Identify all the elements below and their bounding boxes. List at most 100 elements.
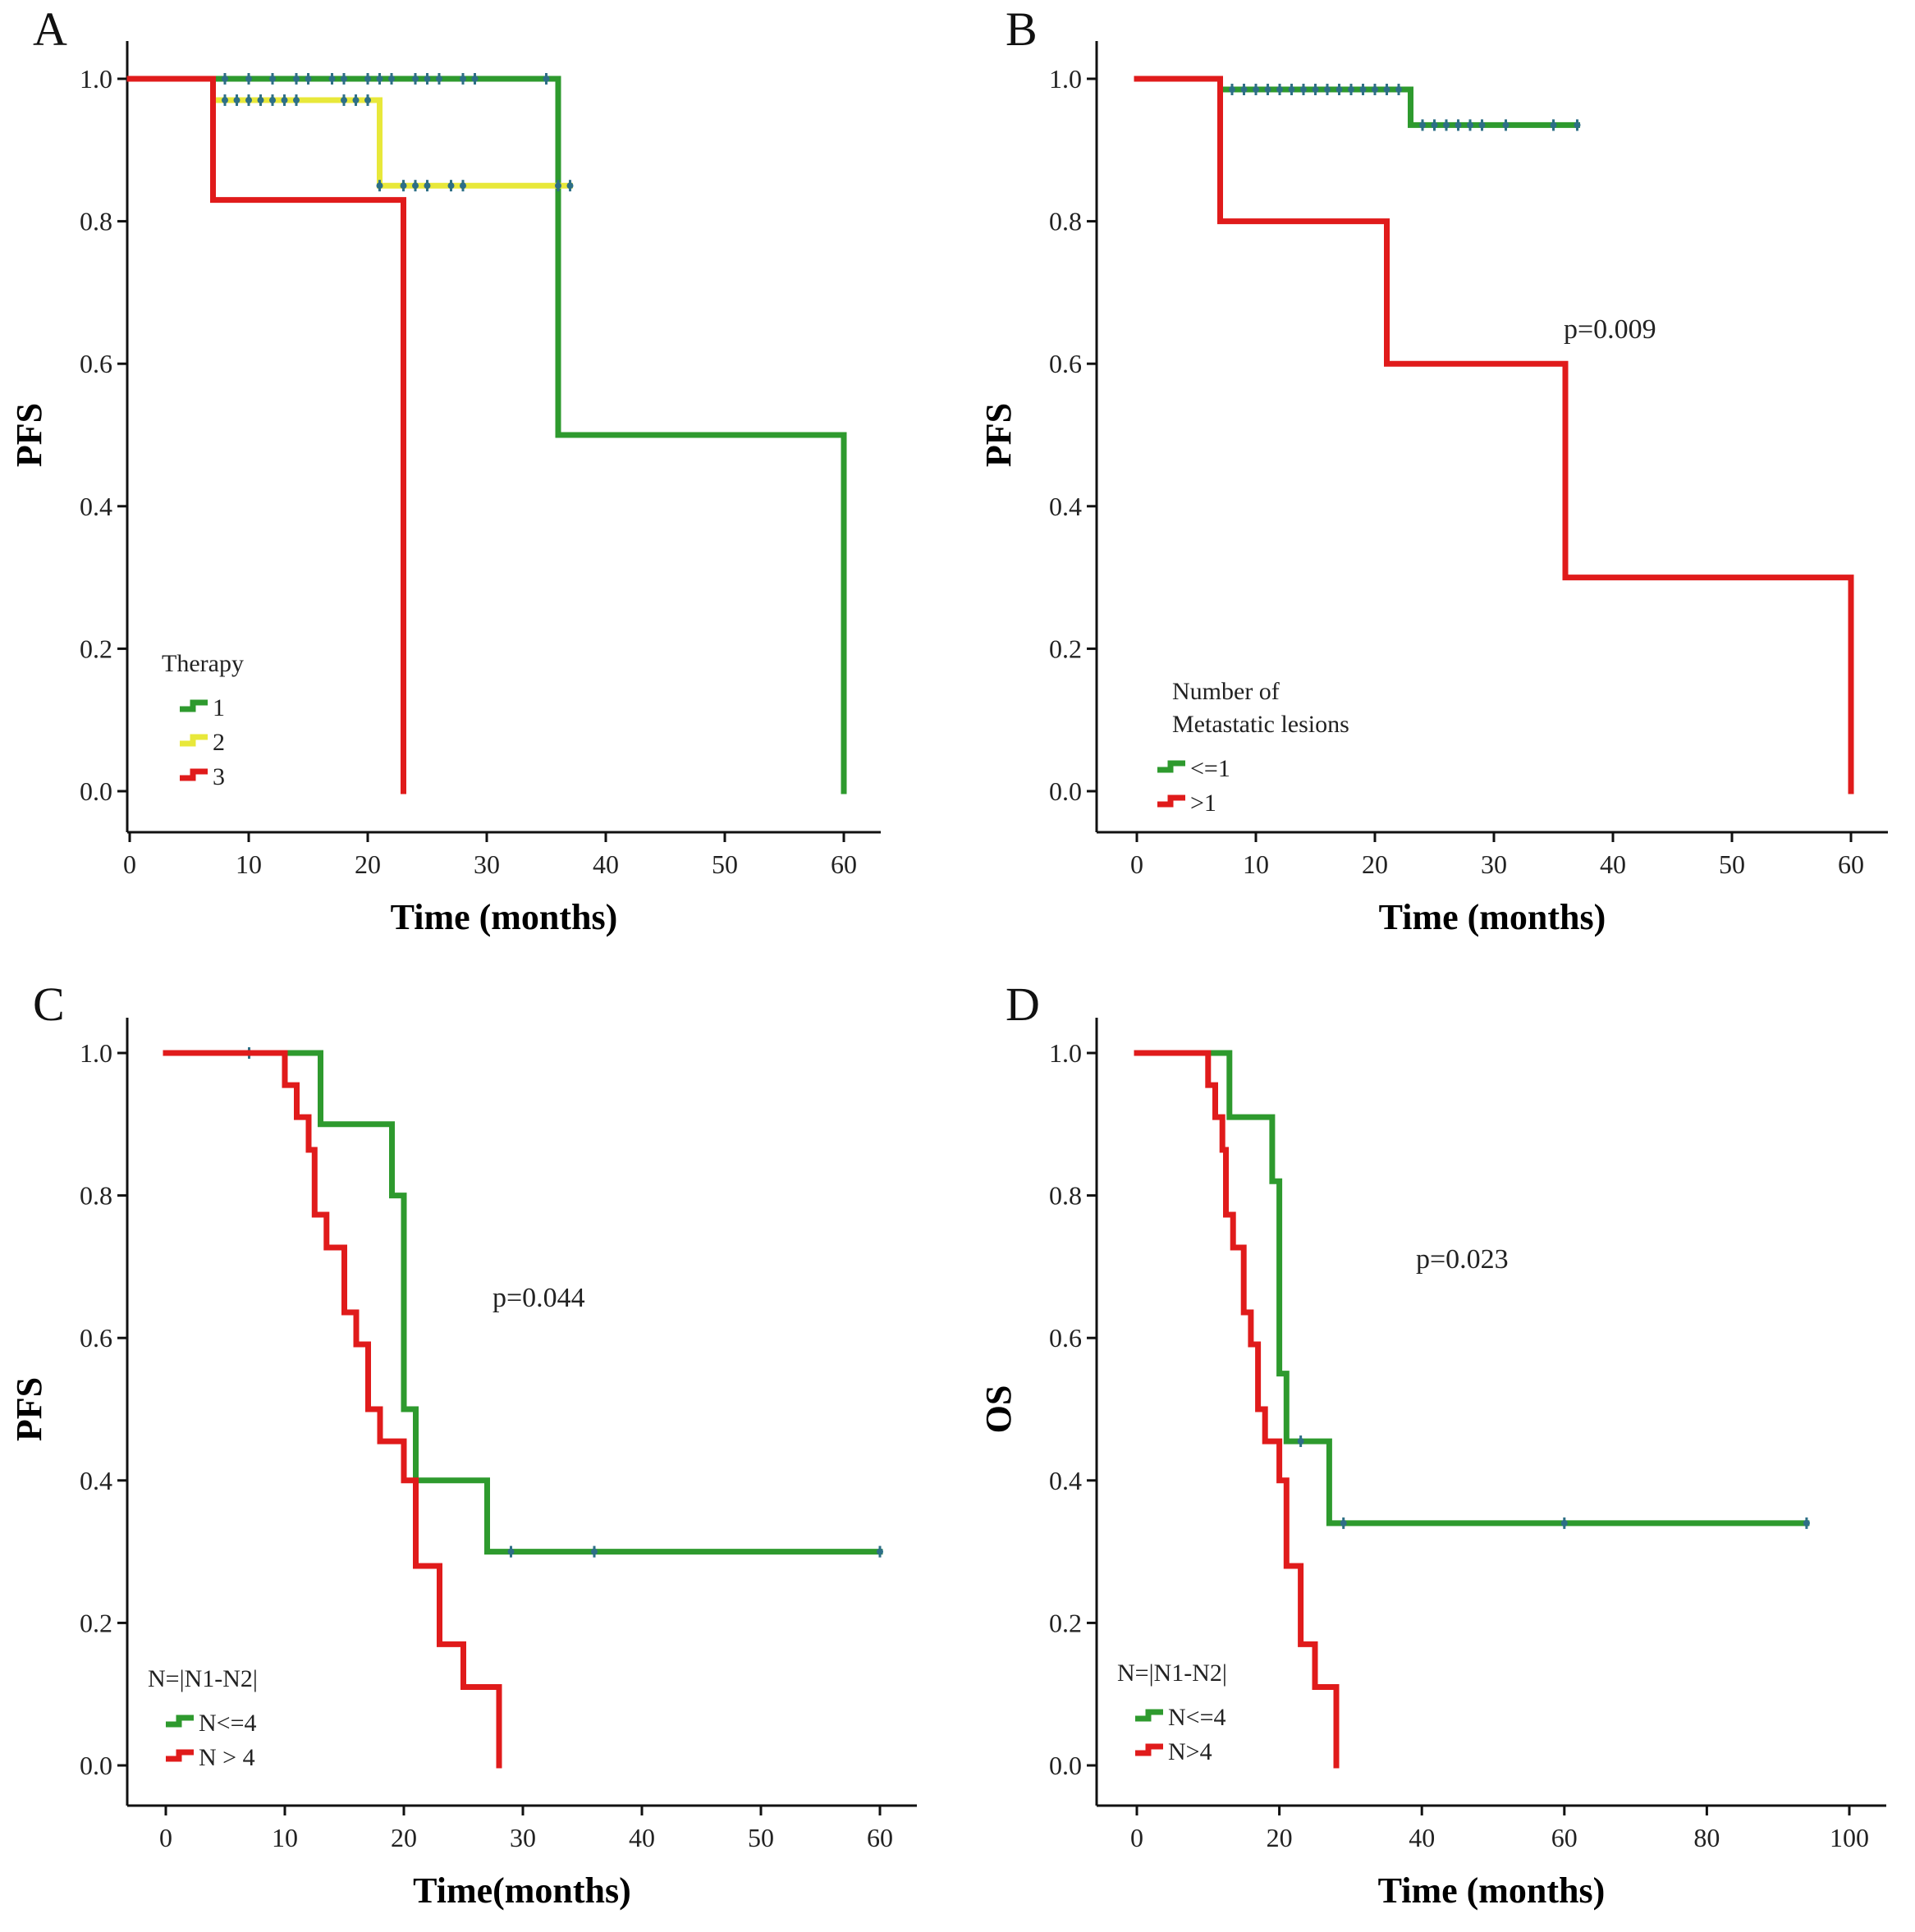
y-tick-label: 0.8	[1049, 207, 1082, 236]
censor-mark	[1574, 121, 1581, 129]
legend-entry: N<=4	[199, 1710, 257, 1737]
censor-mark	[1502, 121, 1510, 129]
x-tick-label: 40	[1600, 849, 1626, 879]
censor-mark	[257, 97, 264, 104]
y-tick-label: 0.0	[1049, 1751, 1082, 1780]
y-tick-label: 0.2	[1049, 634, 1082, 663]
y-tick-label: 0.0	[1049, 776, 1082, 806]
legend: N=|N1-N2| N<=4 N > 4	[148, 1665, 258, 1771]
censor-mark	[1297, 1438, 1304, 1445]
x-tick-label: 10	[272, 1823, 298, 1852]
chart-panel-d: D 0.0 0.2 0.4 0.6 0.8 1.0 0 20 40 60 80 100 Time (mon…	[978, 977, 1886, 1911]
censor-mark	[364, 97, 371, 104]
censor-mark	[341, 76, 347, 82]
x-tick-label: 20	[1362, 849, 1388, 879]
x-tick-label: 10	[1243, 849, 1269, 879]
x-tick-label: 0	[1130, 1823, 1143, 1852]
x-tick-label: 20	[391, 1823, 417, 1852]
censor-mark	[507, 1548, 515, 1555]
x-tick-label: 50	[748, 1823, 774, 1852]
legend-entry: N > 4	[199, 1744, 255, 1771]
panel-letter: A	[33, 2, 67, 56]
legend-swatch	[180, 734, 208, 747]
x-axis-title: Time (months)	[391, 897, 618, 937]
censor-mark	[233, 97, 241, 104]
series-line-2	[210, 97, 573, 189]
legend-title: Metastatic lesions	[1172, 711, 1349, 738]
censor-mark	[1359, 86, 1367, 94]
y-tick-label: 1.0	[1049, 1038, 1082, 1068]
series-line-2	[1134, 76, 1854, 794]
censor-mark	[1478, 121, 1486, 129]
censor-mark	[293, 76, 300, 82]
censor-mark	[447, 182, 455, 190]
censor-mark	[1312, 86, 1319, 94]
x-tick-label: 60	[1838, 849, 1864, 879]
y-axis-title: PFS	[9, 403, 49, 467]
x-tick-label: 100	[1830, 1823, 1869, 1852]
y-tick-label: 1.0	[80, 64, 112, 94]
y-tick-label: 0.4	[80, 1466, 112, 1495]
chart-panel-b: B 0.0 0.2 0.4 0.6 0.8 1.0 0 10 20 30 40 50 60 Time (mo…	[978, 2, 1888, 937]
censor-mark	[1253, 86, 1259, 94]
censor-mark	[471, 76, 479, 82]
x-tick-label: 30	[1481, 849, 1507, 879]
y-tick-label: 0.2	[80, 1608, 112, 1637]
y-tick-label: 0.6	[1049, 349, 1082, 378]
x-tick-label: 30	[510, 1823, 536, 1852]
censor-mark	[1340, 1519, 1347, 1527]
censor-mark	[1803, 1519, 1810, 1527]
x-tick-label: 30	[474, 849, 500, 879]
x-tick-label: 80	[1693, 1823, 1720, 1852]
censor-mark	[269, 97, 276, 104]
legend-swatch	[180, 768, 208, 781]
censor-mark	[1300, 86, 1307, 94]
censor-mark	[1276, 86, 1283, 94]
censor-mark	[1383, 86, 1390, 94]
y-tick-label: 1.0	[80, 1038, 112, 1068]
y-axis-title: PFS	[9, 1377, 49, 1441]
legend: Therapy 1 2 3	[162, 650, 244, 790]
x-axis-title: Time (months)	[1379, 897, 1606, 937]
censor-mark	[1550, 121, 1557, 129]
legend-entry: N>4	[1168, 1738, 1212, 1765]
legend-title: Number of	[1172, 678, 1280, 705]
legend: Number of Metastatic lesions <=1 >1	[1157, 678, 1349, 817]
legend-title: N=|N1-N2|	[148, 1665, 258, 1692]
p-value: p=0.009	[1564, 314, 1656, 345]
censor-mark	[1324, 86, 1331, 94]
y-tick-label: 0.0	[80, 776, 112, 806]
censor-mark	[293, 97, 300, 104]
chart-panel-a: A 0.0 0.2 0.4 0.6 0.8 1.0 0 10 20 30 40 50 60 Time (mo…	[9, 2, 881, 937]
censor-mark	[1455, 121, 1462, 129]
y-tick-label: 0.8	[1049, 1181, 1082, 1211]
x-tick-label: 60	[1551, 1823, 1578, 1852]
x-tick-label: 60	[831, 849, 857, 879]
p-value: p=0.044	[492, 1283, 585, 1313]
legend-swatch	[1135, 1743, 1163, 1756]
x-tick-label: 50	[1719, 849, 1745, 879]
legend-entry: 1	[213, 694, 225, 721]
censor-mark	[566, 182, 574, 190]
y-tick-label: 0.2	[80, 634, 112, 663]
censor-mark	[1240, 86, 1248, 94]
censor-mark	[269, 76, 276, 82]
censor-mark	[222, 97, 228, 104]
x-tick-label: 40	[593, 849, 619, 879]
series-line-1	[1134, 1050, 1810, 1527]
censor-mark	[1288, 86, 1295, 94]
series-line-2	[1134, 1050, 1340, 1769]
censor-mark	[424, 182, 431, 190]
panel-letter: C	[33, 977, 65, 1031]
legend-title: N=|N1-N2|	[1117, 1660, 1227, 1687]
legend-swatch	[180, 699, 208, 712]
legend-swatch	[166, 1749, 194, 1762]
y-tick-label: 0.4	[80, 492, 112, 521]
y-tick-label: 0.4	[1049, 492, 1082, 521]
censor-mark	[388, 76, 395, 82]
x-tick-label: 60	[867, 1823, 893, 1852]
censor-mark	[328, 76, 336, 82]
panel-letter: B	[1006, 2, 1038, 56]
censor-mark	[436, 76, 442, 82]
series-line-2	[163, 1050, 502, 1769]
